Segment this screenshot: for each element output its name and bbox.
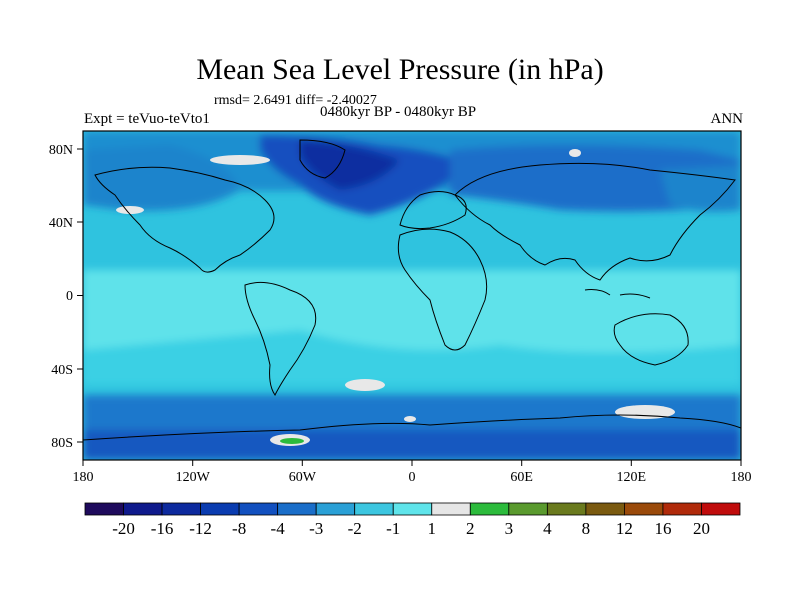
colorbar-label: -2 [348, 519, 362, 538]
pressure-field [83, 131, 741, 460]
lon-tick-label: 60E [510, 470, 533, 485]
colorbar-swatch [161, 502, 201, 516]
lon-tick-label: 60W [289, 470, 317, 485]
lon-tick-label: 180 [731, 470, 752, 485]
colorbar-swatch [624, 502, 664, 516]
colorbar-label: -16 [151, 519, 174, 538]
colorbar-swatch [546, 502, 587, 516]
colorbar-swatch [123, 502, 163, 516]
colorbar-swatch [662, 502, 702, 516]
lon-tick-label: 0 [409, 470, 416, 485]
coastlines [83, 139, 741, 441]
colorbar-swatch [392, 502, 433, 516]
colorbar-label: -3 [309, 519, 323, 538]
colorbar-label: -4 [271, 519, 286, 538]
colorbar-swatch [277, 502, 317, 516]
plot-title: Mean Sea Level Pressure (in hPa) [196, 53, 604, 86]
colorbar-swatch [585, 502, 625, 516]
colorbar-swatch [469, 502, 510, 516]
colorbar-swatch [354, 502, 394, 516]
colorbar-swatch [431, 502, 471, 516]
colorbar-swatch [508, 502, 548, 516]
lon-tick-label: 180 [73, 470, 94, 485]
experiment-label: Expt = teVuo-teVto1 [84, 111, 210, 127]
stats-text: rmsd= 2.6491 diff= -2.40027 [214, 93, 377, 108]
colorbar-label: -20 [112, 519, 135, 538]
colorbar-label: 3 [505, 519, 514, 538]
season-label: ANN [710, 111, 744, 127]
colorbar-swatch [701, 502, 741, 516]
colorbar-swatch [315, 502, 356, 516]
colorbar-label: 8 [582, 519, 591, 538]
lon-tick-label: 120E [617, 470, 647, 485]
colorbar [84, 502, 741, 516]
colorbar-label: -8 [232, 519, 246, 538]
colorbar-swatch [84, 502, 124, 516]
lat-axis-labels: 80N 40N 0 40S 80S [49, 143, 73, 451]
colorbar-swatch [238, 502, 279, 516]
colorbar-label: 4 [543, 519, 552, 538]
lon-tick-label: 120W [176, 470, 211, 485]
colorbar-label: 12 [616, 519, 633, 538]
lat-tick-label: 80S [51, 436, 73, 451]
lat-tick-label: 40N [49, 216, 73, 231]
colorbar-label: 20 [693, 519, 710, 538]
colorbar-label: -1 [386, 519, 400, 538]
colorbar-label: 2 [466, 519, 475, 538]
axis-ticks [77, 148, 742, 466]
lat-tick-label: 40S [51, 363, 73, 378]
lat-tick-label: 80N [49, 143, 73, 158]
colorbar-label: -12 [189, 519, 212, 538]
lon-axis-labels: 180 120W 60W 0 60E 120E 180 [73, 470, 752, 485]
colorbar-swatch [200, 502, 240, 516]
period-text: 0480kyr BP - 0480kyr BP [320, 104, 477, 120]
colorbar-label: 16 [654, 519, 671, 538]
colorbar-label: 1 [428, 519, 437, 538]
lat-tick-label: 0 [66, 289, 73, 304]
colorbar-labels: -20 -16 -12 -8 -4 -3 -2 -1 1 2 3 4 8 12 16 20 [112, 519, 710, 538]
